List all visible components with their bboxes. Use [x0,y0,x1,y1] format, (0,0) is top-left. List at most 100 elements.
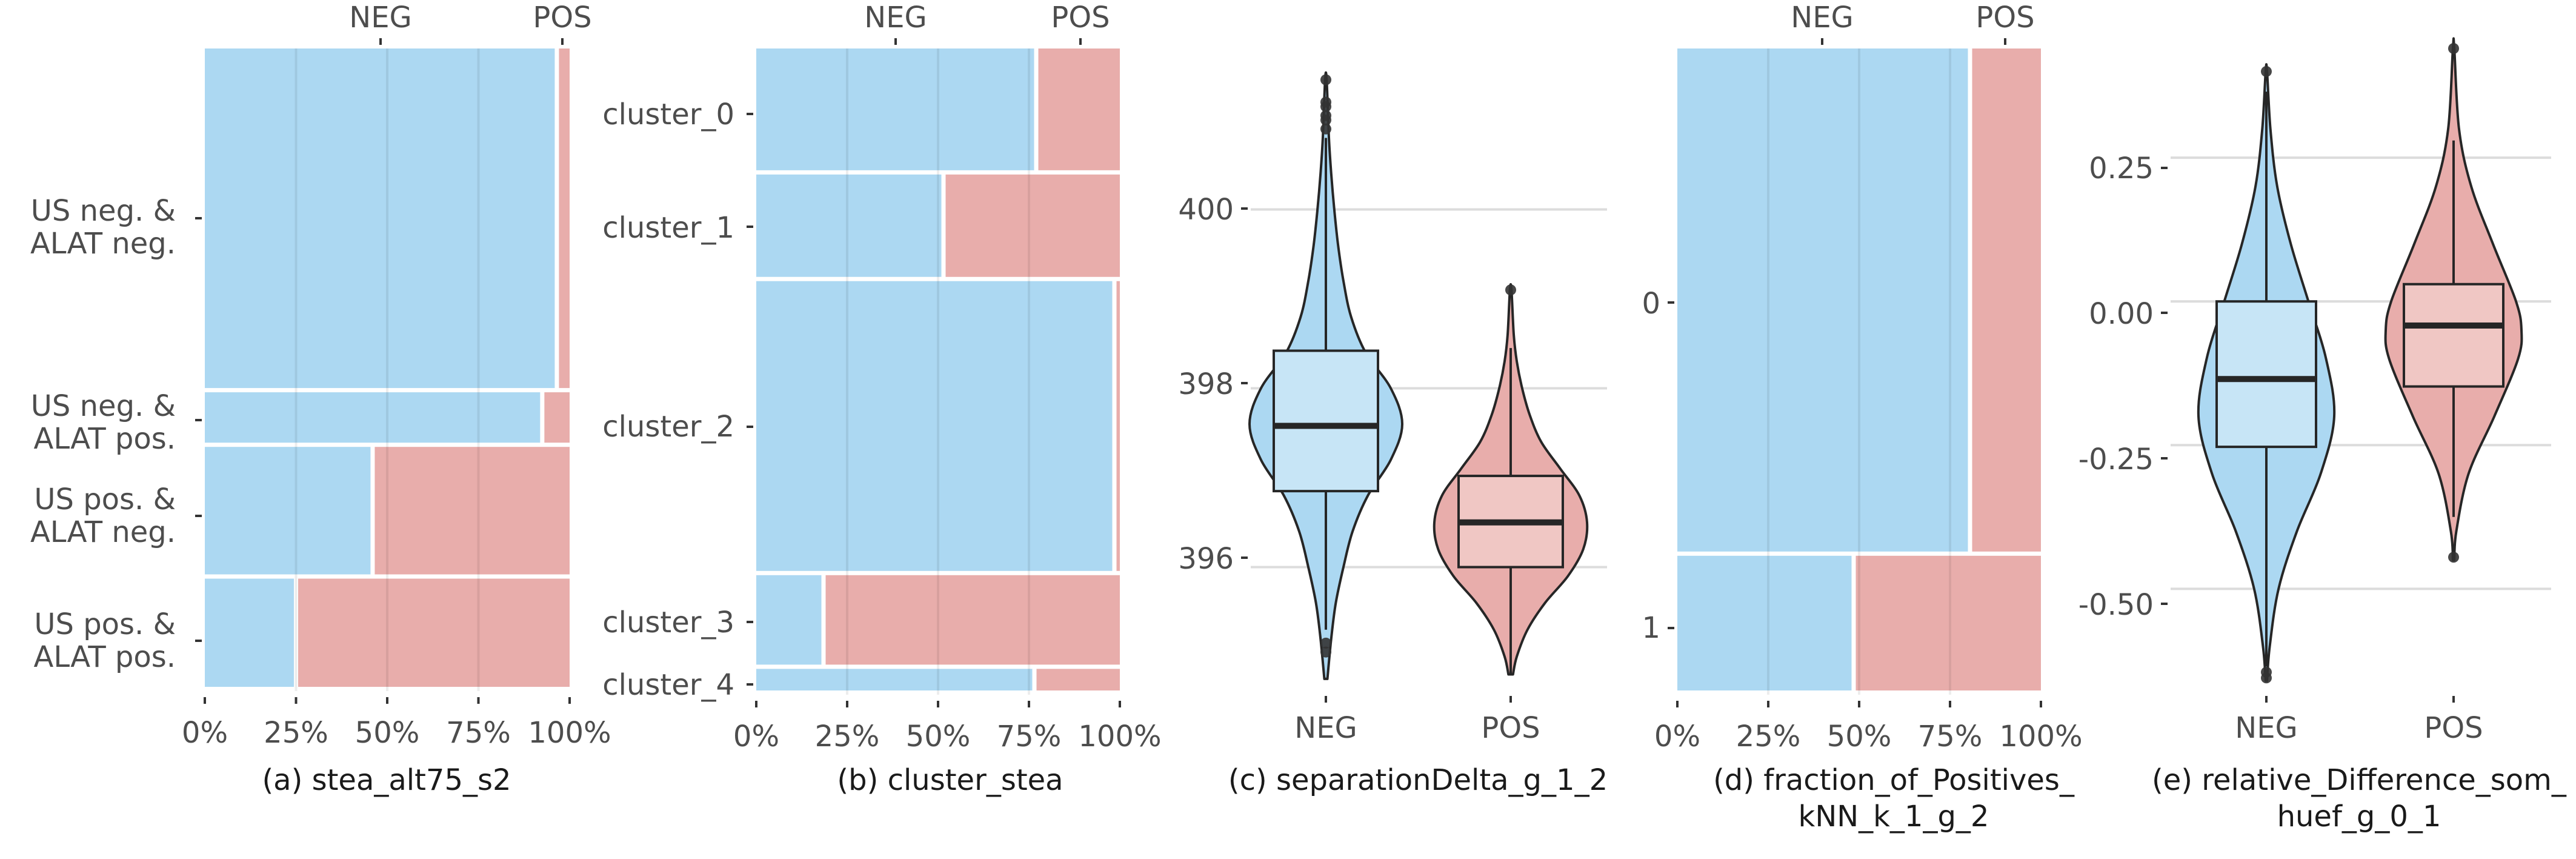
panel-d-x-axis: 0% 25% 50% 75% 100% [1654,701,2083,754]
panel-d-x-label-0: 0% [1654,720,1700,754]
panel-c-x-label-pos: POS [1481,711,1540,745]
panel-e-plot [2197,37,2523,684]
panel-b-row-label-0: cluster_0 [602,98,734,132]
panel-a-row-label-4: US pos. & ALAT pos. [34,607,176,674]
panel-a-row-1-neg-tile [205,392,541,443]
panel-c-neg-outlier-7 [1320,74,1331,85]
panel-d: NEG POS 0 1 0% 25% 50% 75% 100% (d) fraction… [1642,1,2082,834]
panel-a-top-label-pos: POS [533,1,591,35]
panel-c-caption: (c) separationDelta_g_1_2 [1228,763,1608,797]
panel-d-row-label-1: 1 [1642,611,1660,645]
panel-b-row-2-neg-tile [756,281,1113,571]
panel-b-row-2-pos-tile [1116,281,1120,571]
panel-d-x-label-50: 50% [1827,720,1892,754]
panel-b-row-1-neg-tile [756,174,942,277]
panel-e-x-axis: NEG POS [2235,696,2483,745]
panel-d-row-label-0: 0 [1642,287,1660,321]
panel-a-x-label-0: 0% [182,716,228,750]
panel-a-x-label-100: 100% [528,716,611,750]
panel-b-x-label-100: 100% [1078,720,1161,754]
panel-c: 396 398 400 NEG POS (c) separationDelta_… [1178,71,1608,797]
panel-b-x-label-50: 50% [906,720,971,754]
panel-e-pos-outlier-1 [2448,43,2459,54]
panel-c-x-label-neg: NEG [1294,711,1357,745]
panel-d-row-1-neg-tile [1677,555,1852,690]
panel-d-x-label-75: 75% [1918,720,1983,754]
panel-d-top-label-neg: NEG [1791,1,1853,35]
panel-e-neg-outlier-2 [2261,65,2272,77]
panel-d-row-0-pos-tile [1972,48,2041,552]
panel-d-x-label-25: 25% [1736,720,1801,754]
panel-b-x-label-75: 75% [997,720,1062,754]
panel-d-row-0-neg-tile [1677,48,1968,552]
panel-b-row-label-4: cluster_4 [602,668,734,702]
panel-b-y-axis: cluster_0 cluster_1 cluster_2 cluster_3 … [602,98,753,702]
panel-e: 0.25 0.00 -0.25 -0.50 NEG POS (e) relati… [2078,37,2567,834]
panel-b-row-label-3: cluster_3 [602,606,734,640]
panel-a-top-label-neg: NEG [349,1,411,35]
panel-a-row-0-neg-tile [205,48,555,389]
panel-b-row-3-pos-tile [825,575,1120,665]
panel-c-x-axis: NEG POS [1294,696,1540,745]
panel-c-y-label-398: 398 [1178,367,1234,401]
panel-e-neg-box [2215,300,2317,449]
panel-a-row-2-neg-tile [205,447,371,575]
panel-a-row-3-pos-tile [298,578,570,687]
panel-e-caption-line-2: huef_g_0_1 [2277,800,2441,834]
panel-a-row-3-neg-tile [205,578,294,687]
panel-c-neg-outlier-4 [1320,110,1331,121]
panel-e-neg-outlier-1 [2261,672,2272,684]
panel-b-row-1-pos-tile [945,174,1120,277]
panel-b-x-label-25: 25% [815,720,880,754]
panel-e-pos-box [2403,282,2504,388]
panel-e-y-label--0.25: -0.25 [2078,443,2154,476]
panel-d-row-1-pos-tile [1855,555,2041,690]
panel-b-x-label-0: 0% [733,720,779,754]
panel-b-top-label-pos: POS [1051,1,1110,35]
panel-b-x-axis: 0% 25% 50% 75% 100% [733,701,1162,754]
panel-b-row-4-pos-tile [1036,669,1120,690]
panel-a-row-0-pos-tile [559,48,570,389]
panel-e-x-label-pos: POS [2424,711,2483,745]
panel-b-row-3-neg-tile [756,575,822,665]
panel-a-y-axis: US neg. & ALAT neg. US neg. & ALAT pos. US… [30,194,202,674]
panel-c-pos-outlier-0 [1505,284,1516,296]
panel-c-plot [1248,71,1589,680]
panel-a-row-1-pos-tile [544,392,570,443]
panel-d-caption-line-1: (d) fraction_of_Positives_ [1713,763,2075,797]
panel-e-caption-line-1: (e) relative_Difference_som_ [2152,763,2567,797]
panel-c-y-axis: 396 398 400 [1178,193,1248,576]
panel-c-y-label-400: 400 [1178,193,1234,227]
panel-d-top-axis: NEG POS [1791,1,2035,45]
panel-a-x-label-25: 25% [264,716,328,750]
panel-d-top-label-pos: POS [1975,1,2034,35]
panel-b-row-label-2: cluster_2 [602,410,734,444]
panel-e-pos-outlier-0 [2448,552,2459,563]
panel-b: NEG POS cluster_0 cluster_1 cluster_2 cl… [602,1,1161,797]
panel-c-neg-outlier-0 [1320,646,1331,658]
panel-e-y-axis: 0.25 0.00 -0.25 -0.50 [2078,152,2168,622]
panel-e-y-label-0.00: 0.00 [2089,297,2154,331]
panel-b-row-0-neg-tile [756,48,1034,170]
panel-b-caption: (b) cluster_stea [837,763,1063,797]
panel-a-row-label-3: US pos. & ALAT neg. [30,483,176,549]
panel-a-top-axis: NEG POS [349,1,592,45]
panel-e-y-label-0.25: 0.25 [2089,152,2154,186]
panel-d-caption-line-2: kNN_k_1_g_2 [1799,800,1989,834]
panel-a-x-label-75: 75% [446,716,511,750]
panel-c-neg-outlier-1 [1320,637,1331,649]
panel-e-x-label-neg: NEG [2235,711,2297,745]
panel-c-y-label-396: 396 [1178,542,1234,576]
panel-d-y-axis: 0 1 [1642,287,1674,645]
panel-a-x-axis: 0% 25% 50% 75% 100% [182,697,611,750]
panel-b-top-axis: NEG POS [864,1,1110,45]
panel-b-top-label-neg: NEG [864,1,927,35]
panel-d-plot [1677,48,2041,695]
panel-d-x-label-100: 100% [1999,720,2082,754]
panel-c-neg-outlier-6 [1320,96,1331,108]
panel-c-neg-box [1273,349,1379,493]
panel-a-x-label-50: 50% [355,716,420,750]
panel-a: NEG POS US neg. & ALAT neg. US neg. & ALAT… [30,1,611,797]
panel-e-y-label--0.50: -0.50 [2078,588,2154,622]
